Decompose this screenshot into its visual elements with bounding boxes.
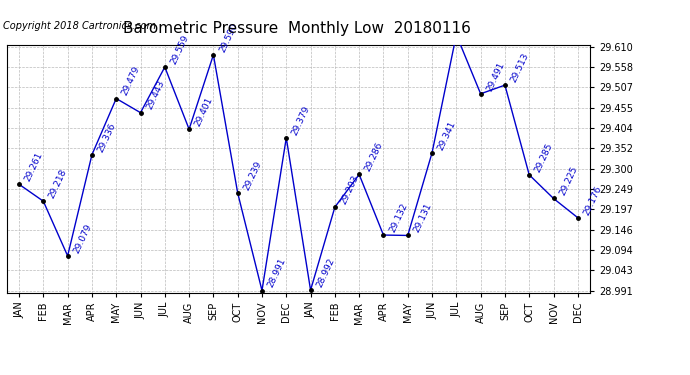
Text: 29.401: 29.401: [193, 96, 215, 128]
Text: 29.218: 29.218: [48, 168, 69, 200]
Text: Barometric Pressure  Monthly Low  20180116: Barometric Pressure Monthly Low 20180116: [123, 21, 471, 36]
Text: 29.176: 29.176: [582, 184, 604, 216]
Text: 28.991: 28.991: [266, 257, 288, 289]
Text: Pressure  (Inches/Hg): Pressure (Inches/Hg): [504, 24, 631, 34]
Text: 29.379: 29.379: [290, 104, 312, 136]
Text: 29.132: 29.132: [388, 201, 409, 234]
Text: 29.641: 29.641: [0, 374, 1, 375]
Text: 29.341: 29.341: [436, 119, 457, 152]
Text: 29.590: 29.590: [217, 21, 239, 54]
Text: 28.992: 28.992: [315, 256, 336, 289]
Text: 29.559: 29.559: [169, 33, 190, 66]
Text: 29.225: 29.225: [558, 165, 579, 197]
Text: 29.479: 29.479: [120, 65, 142, 97]
Text: 29.285: 29.285: [533, 141, 555, 174]
Text: 29.443: 29.443: [145, 79, 166, 111]
Text: Copyright 2018 Cartronics.com: Copyright 2018 Cartronics.com: [3, 21, 157, 31]
Text: 29.261: 29.261: [23, 151, 45, 183]
Text: 29.203: 29.203: [339, 174, 360, 206]
Text: 29.513: 29.513: [509, 51, 531, 84]
Text: 29.491: 29.491: [485, 60, 506, 92]
Text: 29.239: 29.239: [242, 159, 264, 192]
Text: 29.079: 29.079: [72, 222, 93, 255]
Text: 29.131: 29.131: [412, 202, 433, 234]
Text: 29.336: 29.336: [96, 121, 117, 153]
Text: 29.286: 29.286: [364, 141, 385, 173]
